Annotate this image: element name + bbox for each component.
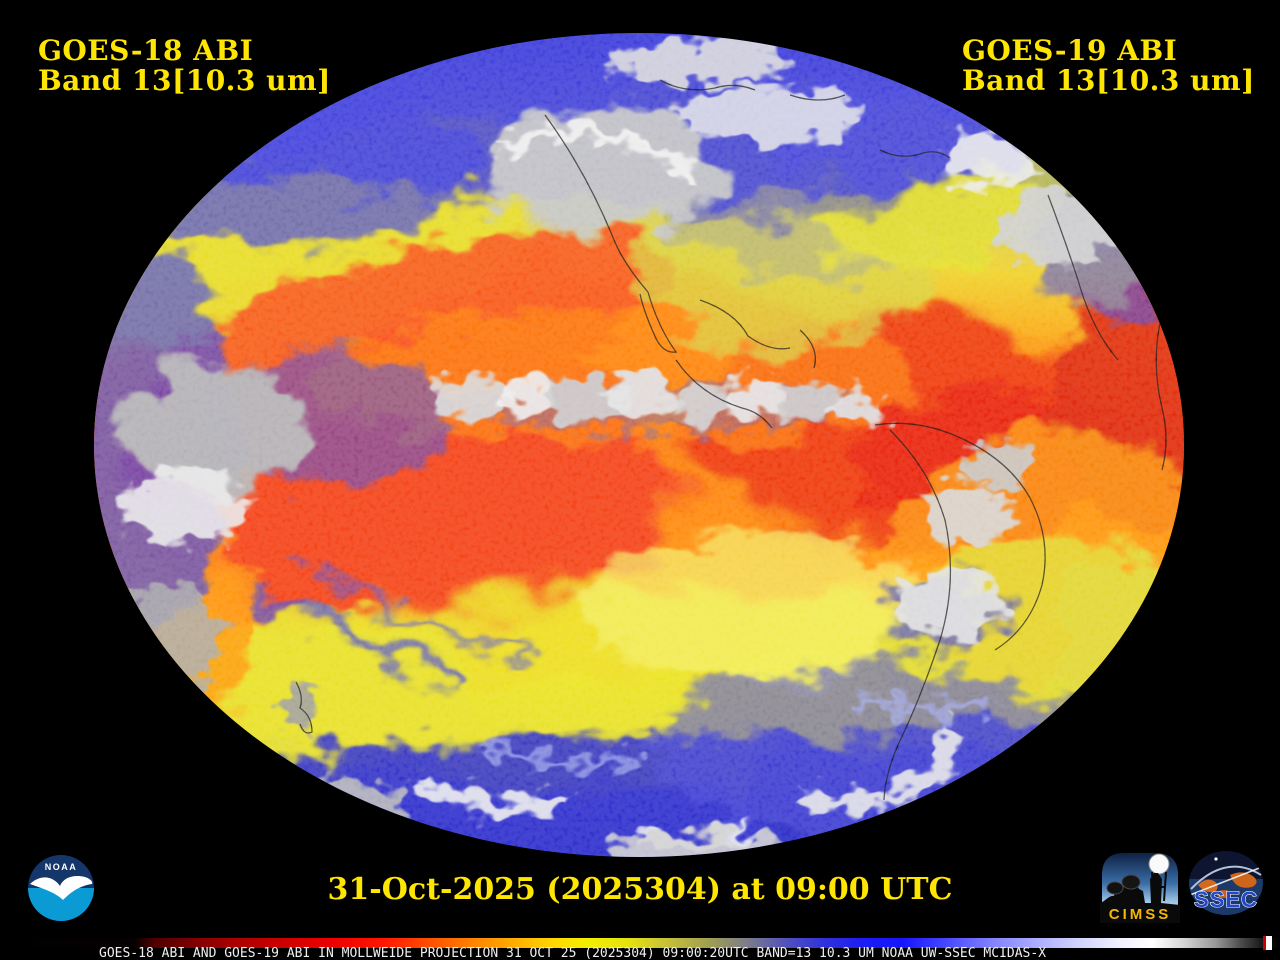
goes19-line2: Band 13[10.3 um] [962, 64, 1255, 97]
water-tower-globe-icon [1148, 853, 1170, 875]
ssec-logo: SSEC [1189, 851, 1263, 915]
status-line: GOES-18 ABI AND GOES-19 ABI IN MOLLWEIDE… [99, 946, 1047, 960]
horizon-arc [1190, 865, 1262, 890]
goes18-line1: GOES-18 ABI [38, 34, 254, 67]
timestamp-label: 31-Oct-2025 (2025304) at 09:00 UTC [327, 872, 953, 907]
satellite-label-goes19: GOES-19 ABI Band 13[10.3 um] [962, 36, 1255, 96]
grain-overlay [94, 33, 1184, 857]
cimss-silhouette [1100, 873, 1180, 923]
noaa-logo: NOAA [28, 855, 94, 921]
star-icon [1214, 857, 1218, 861]
goes19-line1: GOES-19 ABI [962, 34, 1178, 67]
cimss-logo-text: CIMSS [1109, 906, 1172, 923]
noaa-logo-text: NOAA [45, 862, 78, 872]
satellite-dish-icon [1121, 874, 1141, 890]
noaa-gull-icon [30, 876, 93, 900]
cimss-logo: CIMSS [1098, 849, 1182, 925]
cursor-marker [1263, 936, 1272, 950]
goes18-line2: Band 13[10.3 um] [38, 64, 331, 97]
satellite-label-goes18: GOES-18 ABI Band 13[10.3 um] [38, 36, 331, 96]
ir-temperature-colorbar [0, 938, 1280, 948]
orbit-line [1189, 866, 1263, 896]
continent-shape [1198, 879, 1218, 893]
ssec-logo-text: SSEC [1194, 887, 1258, 912]
satellite-dish-icon [1106, 881, 1124, 895]
